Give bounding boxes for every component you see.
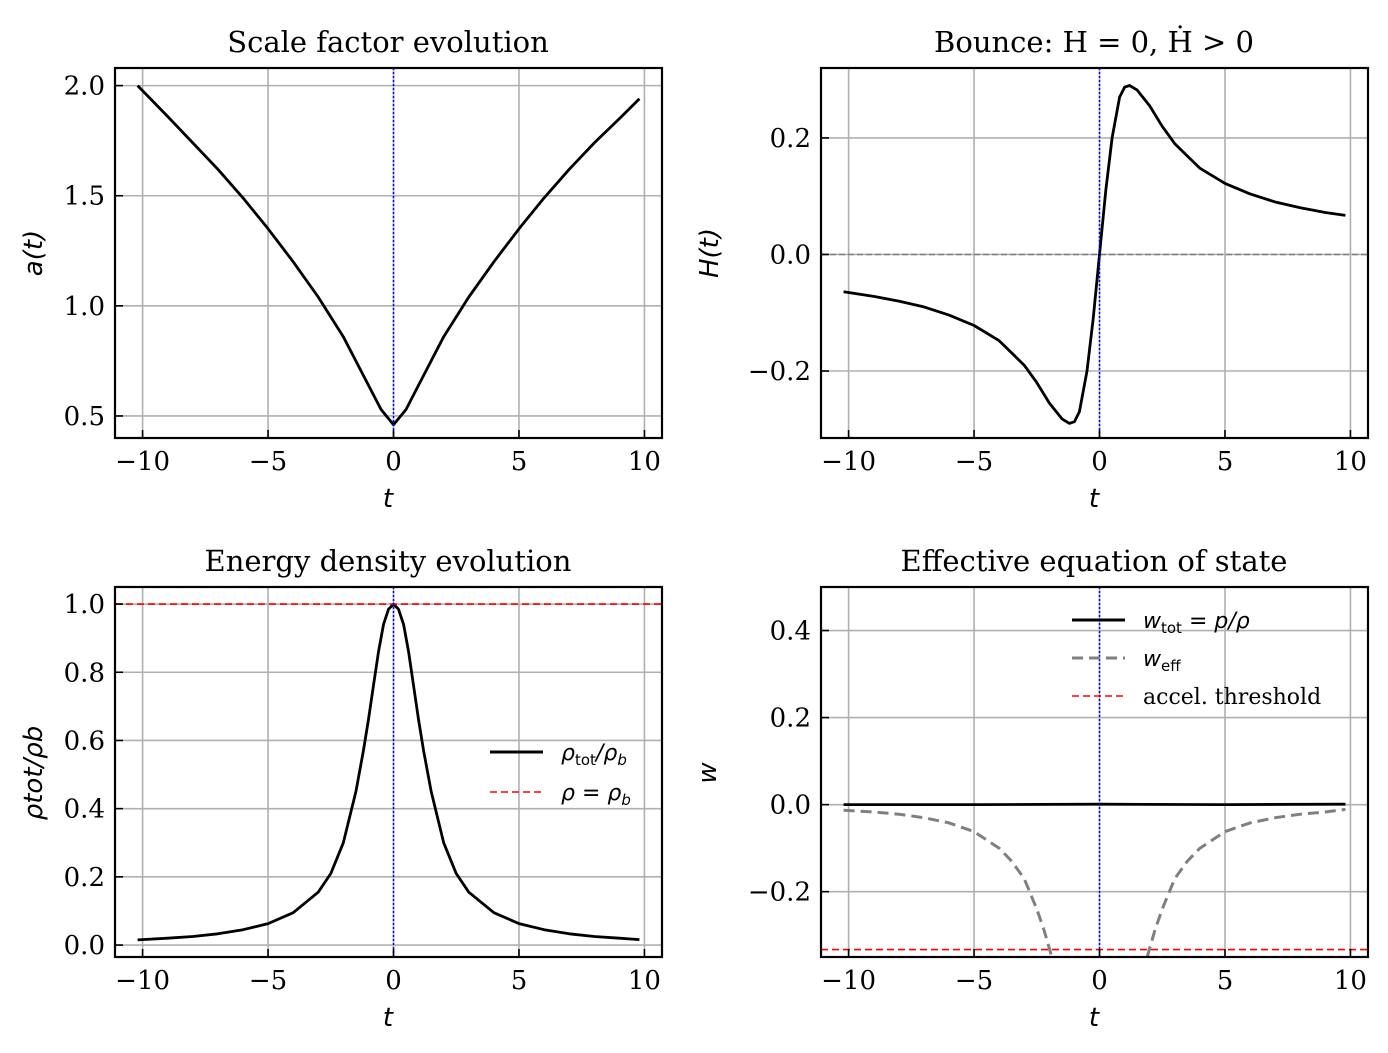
legend: ρtot/ρb ρ = ρb — [490, 741, 631, 809]
y-tick-label: 1.0 — [64, 590, 105, 620]
y-tick-label: 0.4 — [64, 795, 105, 825]
eos-ylabel: w — [693, 762, 723, 784]
x-tick-label: 5 — [1217, 966, 1234, 996]
y-tick-label: 0.6 — [64, 726, 105, 756]
scale-factor-title: Scale factor evolution — [227, 25, 549, 59]
y-tick-label: 0.5 — [64, 402, 105, 432]
y-tick-label: 0.8 — [64, 658, 105, 688]
x-tick-label: −10 — [115, 966, 170, 996]
scale-factor-panel: Scale factor evolution t a(t) −10 −5 0 5 10 0… — [19, 25, 664, 514]
axes-frame — [819, 66, 1370, 440]
x-tick-label: −5 — [249, 966, 287, 996]
legend-label: weff — [1143, 647, 1181, 675]
y-tick-label: 0.0 — [770, 791, 811, 821]
plot-area — [821, 68, 1368, 438]
x-tick-label: −5 — [955, 966, 993, 996]
x-tick-label: 5 — [511, 966, 528, 996]
x-tick-label: 0 — [1091, 447, 1108, 477]
energy-density-xlabel: t — [383, 1003, 394, 1033]
plot-area — [821, 587, 1368, 957]
x-tick-label: −5 — [249, 447, 287, 477]
axes-frame — [819, 585, 1370, 959]
legend-label: ρtot/ρb — [561, 741, 627, 769]
legend-label: accel. threshold — [1143, 685, 1321, 710]
x-tick-label: −10 — [821, 966, 876, 996]
equation-of-state-panel: Effective equation of state t w −10 −5 0 5 1… — [693, 544, 1370, 1033]
energy-density-ylabel: ρtot/ρb — [19, 726, 49, 821]
x-tick-label: −10 — [115, 447, 170, 477]
x-tick-label: 0 — [1091, 966, 1108, 996]
grid — [115, 68, 662, 438]
y-tick-label: 0.2 — [770, 704, 811, 734]
plot-area — [136, 68, 641, 438]
y-tick-label: 0.0 — [770, 240, 811, 270]
x-tick-label: −5 — [955, 447, 993, 477]
y-tick-label: 1.0 — [64, 292, 105, 322]
scale-factor-ylabel: a(t) — [19, 230, 49, 276]
eos-xlabel: t — [1089, 1003, 1100, 1033]
bounce-xlabel: t — [1089, 484, 1100, 514]
y-tick-label: 1.5 — [64, 182, 105, 212]
legend-label: wtot = p/ρ — [1143, 609, 1250, 637]
x-tick-label: −10 — [821, 447, 876, 477]
energy-density-title: Energy density evolution — [205, 544, 572, 578]
y-tick-label: 2.0 — [64, 72, 105, 102]
legend-label: ρ = ρb — [561, 781, 631, 809]
bounce-ylabel: H(t) — [695, 228, 725, 278]
y-tick-label: −0.2 — [748, 357, 811, 387]
x-tick-label: 10 — [1334, 966, 1367, 996]
x-tick-label: 10 — [628, 966, 661, 996]
x-tick-label: 10 — [1334, 447, 1367, 477]
y-tick-label: −0.2 — [748, 878, 811, 908]
x-tick-label: 5 — [511, 447, 528, 477]
y-tick-label: 0.0 — [64, 931, 105, 961]
y-tick-label: 0.2 — [770, 124, 811, 154]
plot-area — [115, 587, 662, 957]
bounce-title: Bounce: H = 0, Ḣ > 0 — [934, 24, 1254, 59]
axes-frame — [113, 585, 664, 959]
eos-title: Effective equation of state — [901, 544, 1288, 578]
scale-factor-xlabel: t — [383, 484, 394, 514]
y-tick-label: 0.4 — [770, 617, 811, 647]
x-tick-label: 5 — [1217, 447, 1234, 477]
legend: wtot = p/ρ weff accel. threshold — [1072, 609, 1321, 710]
axes-frame — [113, 66, 664, 440]
x-tick-label: 10 — [628, 447, 661, 477]
series-line — [843, 808, 1054, 957]
x-tick-label: 0 — [385, 447, 402, 477]
energy-density-panel: Energy density evolution t ρtot/ρb −10 −5… — [19, 544, 664, 1033]
series-line — [1145, 807, 1346, 957]
x-tick-label: 0 — [385, 966, 402, 996]
series-line — [843, 84, 1346, 425]
hubble-bounce-panel: Bounce: H = 0, Ḣ > 0 t H(t) −10 −5 0 5 10 −0.… — [695, 24, 1370, 514]
y-tick-label: 0.2 — [64, 863, 105, 893]
